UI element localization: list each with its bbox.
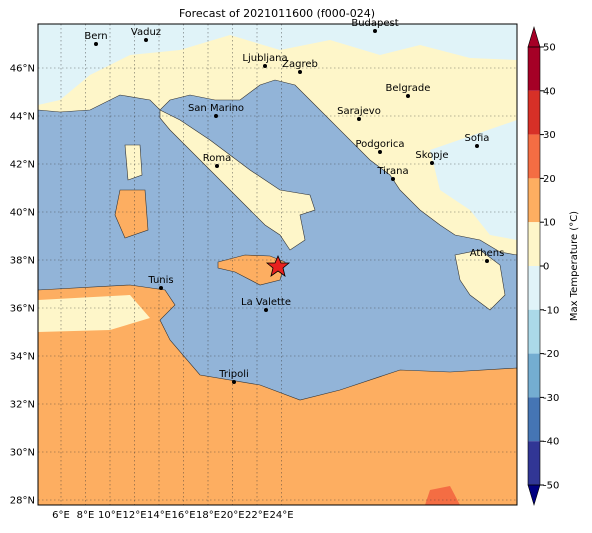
lon-tick-label: 22°E <box>245 510 269 521</box>
lon-tick-label: 10°E <box>98 510 122 521</box>
lat-tick-label: 36°N <box>10 304 35 315</box>
colorbar-band <box>528 90 540 135</box>
colorbar-tick-label: 0 <box>543 262 549 273</box>
city-label: Tripoli <box>218 369 249 380</box>
colorbar-band <box>528 397 540 442</box>
lat-tick-label: 38°N <box>10 256 35 267</box>
city-label: Athens <box>470 248 505 259</box>
colorbar-arrow-top <box>527 25 541 48</box>
lat-tick-label: 40°N <box>10 208 35 219</box>
africa <box>38 284 517 505</box>
lon-tick-label: 12°E <box>122 510 146 521</box>
city-label: Sofia <box>465 133 490 144</box>
city-marker <box>144 38 148 42</box>
city-label: Sarajevo <box>337 106 381 117</box>
colorbar-band <box>528 47 540 91</box>
map-frame <box>37 23 518 506</box>
lat-tick-label: 46°N <box>10 64 35 75</box>
colorbar-tick-label: 20 <box>543 174 556 185</box>
location-star <box>265 254 291 277</box>
greece <box>454 249 506 311</box>
lon-tick-label: 6°E <box>52 510 70 521</box>
lon-tick-label: 14°E <box>147 510 171 521</box>
city-label: Vaduz <box>131 27 161 38</box>
city-marker <box>357 117 361 121</box>
city-label: Ljubljana <box>242 53 287 64</box>
city-marker <box>94 42 98 46</box>
map <box>38 24 517 505</box>
city-label: Podgorica <box>355 139 404 150</box>
corsica <box>124 144 143 181</box>
europe <box>38 24 517 256</box>
colorbar-tick-label: 50 <box>543 43 556 54</box>
lat-tick-label: 34°N <box>10 352 35 363</box>
city-marker <box>215 164 219 168</box>
city-marker <box>406 94 410 98</box>
lon-tick-label: 16°E <box>171 510 195 521</box>
cold-north <box>38 24 517 105</box>
city-label: Tunis <box>147 275 173 286</box>
colorbar-band <box>528 134 540 179</box>
city-label: La Valette <box>241 297 291 308</box>
italy <box>159 109 316 251</box>
lat-tick-label: 32°N <box>10 400 35 411</box>
colorbar-tick-label: -10 <box>543 305 559 316</box>
colorbar-band <box>528 309 540 354</box>
lat-tick-label: 42°N <box>10 160 35 171</box>
city-marker <box>298 70 302 74</box>
colorbar-band <box>528 222 540 266</box>
city-marker <box>264 308 268 312</box>
cold-balkans <box>430 120 517 240</box>
lon-tick-label: 18°E <box>196 510 220 521</box>
lat-tick-label: 28°N <box>10 496 35 507</box>
city-marker <box>485 259 489 263</box>
city-marker <box>159 286 163 290</box>
city-marker <box>232 380 236 384</box>
city-label: Tirana <box>376 166 408 177</box>
city-label: Zagreb <box>282 59 318 70</box>
lon-tick-label: 8°E <box>77 510 95 521</box>
colorbar: 50 40 30 20 10 0 -10 -20 -30 -40 -50 <box>527 25 559 507</box>
colorbar-tick-label: -40 <box>543 437 559 448</box>
colorbar-band <box>528 353 540 398</box>
colorbar-tick-label: -50 <box>543 481 559 492</box>
city-label: San Marino <box>188 103 244 114</box>
colorbar-band <box>528 178 540 223</box>
city-marker <box>391 177 395 181</box>
title: Forecast of 2021011600 (f000-024) <box>179 7 375 20</box>
colorbar-tick-label: -30 <box>543 393 559 404</box>
city-label: Bern <box>84 31 107 42</box>
colorbar-tick-label: -20 <box>543 349 559 360</box>
colorbar-tick-label: 30 <box>543 130 556 141</box>
colorbar-tick-label: 40 <box>543 86 556 97</box>
colorbar-band <box>528 266 540 310</box>
colorbar-band <box>528 441 540 485</box>
city-label: Belgrade <box>386 83 431 94</box>
city-marker <box>373 29 377 33</box>
city-label: Budapest <box>351 18 398 29</box>
colorbar-label: Max Temperature (°C) <box>569 211 580 321</box>
sicily <box>217 254 286 286</box>
city-marker <box>214 114 218 118</box>
mild-tunisia <box>38 295 150 332</box>
lat-tick-label: 30°N <box>10 448 35 459</box>
city-label: Skopje <box>415 150 448 161</box>
colorbar-tick-label: 10 <box>543 218 556 229</box>
colorbar-arrow-bottom <box>527 484 541 507</box>
city-label: Roma <box>203 153 232 164</box>
city-marker <box>475 144 479 148</box>
city-marker <box>430 161 434 165</box>
lon-tick-label: 20°E <box>220 510 244 521</box>
city-marker <box>263 64 267 68</box>
lon-tick-label: 24°E <box>269 510 293 521</box>
sardinia <box>114 189 149 239</box>
city-marker <box>378 150 382 154</box>
lat-tick-label: 44°N <box>10 112 35 123</box>
